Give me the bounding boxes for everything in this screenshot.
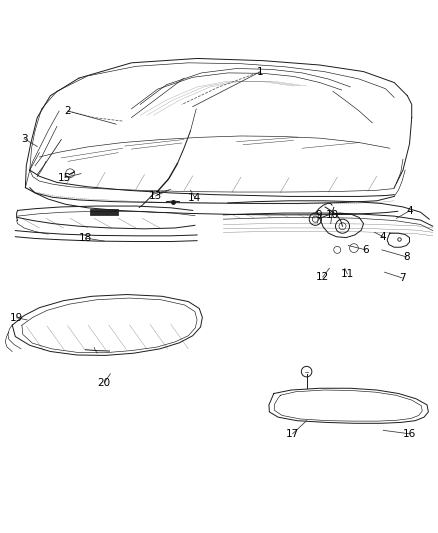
Text: 2: 2 xyxy=(64,106,71,116)
Text: 4: 4 xyxy=(380,232,387,242)
Text: 4: 4 xyxy=(406,206,413,216)
Text: 10: 10 xyxy=(325,210,339,220)
Text: 18: 18 xyxy=(79,233,92,243)
Text: 15: 15 xyxy=(58,173,71,183)
Bar xyxy=(90,209,118,215)
Text: 8: 8 xyxy=(403,252,410,262)
Text: 7: 7 xyxy=(399,273,406,283)
Text: 13: 13 xyxy=(149,191,162,201)
Text: 11: 11 xyxy=(341,269,354,279)
Text: 3: 3 xyxy=(21,134,28,143)
Text: 1: 1 xyxy=(257,67,264,77)
Text: 16: 16 xyxy=(403,429,416,439)
Text: 20: 20 xyxy=(98,377,111,387)
Text: 19: 19 xyxy=(10,313,23,323)
Text: 12: 12 xyxy=(316,272,329,282)
Text: 14: 14 xyxy=(188,193,201,203)
Text: 17: 17 xyxy=(286,429,299,439)
Text: 9: 9 xyxy=(315,210,322,220)
Text: 6: 6 xyxy=(362,245,369,255)
